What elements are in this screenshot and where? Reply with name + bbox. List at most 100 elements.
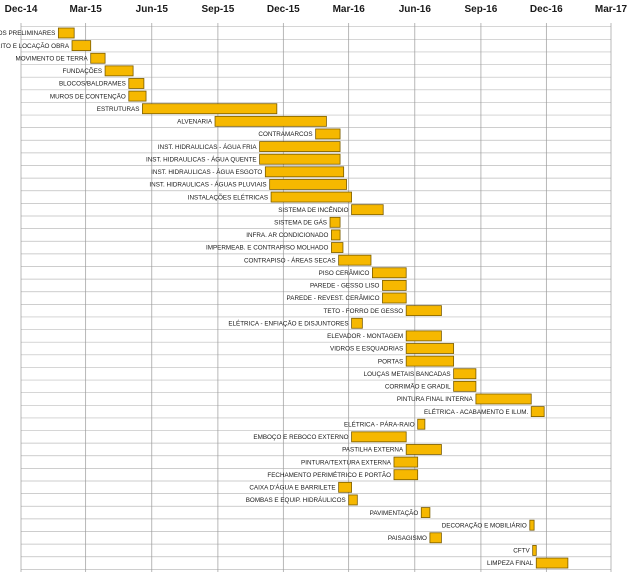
x-tick-label: Dec-16 xyxy=(530,4,563,15)
task-bar xyxy=(529,519,535,531)
task-bar xyxy=(348,494,358,506)
task-label: PAISAGISMO xyxy=(388,535,427,542)
task-row: PAISAGISMO xyxy=(388,532,442,544)
task-row: PASTILHA EXTERNA xyxy=(342,444,442,455)
task-label: PAVIMENTAÇÃO xyxy=(370,508,419,517)
task-label: CAIXA D'ÁGUA E BARRILETE xyxy=(249,483,335,492)
task-row: ESTRUTURAS xyxy=(97,103,278,115)
task-bar xyxy=(329,216,341,228)
task-label: FUNDAÇÕES xyxy=(63,66,103,75)
task-bar xyxy=(429,532,442,544)
gridlines xyxy=(20,23,612,572)
task-label: ELÉTRICA - PÁRA-RAIO xyxy=(344,419,415,428)
task-bar xyxy=(420,507,431,518)
task-bar xyxy=(393,456,419,468)
x-tick-label: Mar-16 xyxy=(333,4,366,15)
x-tick-label: Jun-15 xyxy=(136,4,169,15)
task-row: BOMBAS E EQUIP. HIDRÁULICOS xyxy=(246,494,358,506)
task-row: CONTRAMARCOS xyxy=(258,128,341,140)
task-bar xyxy=(530,406,545,418)
task-bar xyxy=(351,204,384,216)
task-label: ESTRUTURAS xyxy=(97,106,140,113)
task-row: PINTURA FINAL INTERNA xyxy=(397,393,532,405)
task-label: SISTEMA DE GÁS xyxy=(274,218,327,227)
task-row: ELÉTRICA - ENFIAÇÃO E DISJUNTORES xyxy=(228,317,363,329)
task-label: PAREDE - REVEST. CERÂMICO xyxy=(287,293,380,302)
task-bar xyxy=(259,153,341,165)
task-row: LOUÇAS METAIS BANCADAS xyxy=(364,368,477,380)
task-bar xyxy=(128,90,147,102)
task-label: PISO CERÂMICO xyxy=(319,268,370,277)
task-label: INST. HIDRAULICAS - ÁGUA FRIA xyxy=(158,142,257,151)
x-tick-label: Dec-15 xyxy=(267,4,300,15)
task-row: MOVIMENTO DE TERRA xyxy=(16,52,106,64)
task-bar xyxy=(351,431,407,443)
task-bar xyxy=(475,393,532,405)
task-bar xyxy=(259,141,341,152)
task-label: VIDROS E ESQUADRIAS xyxy=(330,346,403,353)
task-label: BLOCOS/BALDRAMES xyxy=(59,81,126,88)
task-label: ELÉTRICA - ENFIAÇÃO E DISJUNTORES xyxy=(228,318,348,327)
x-tick-label: Jun-16 xyxy=(399,4,432,15)
task-label: ALVENARIA xyxy=(177,119,213,126)
task-label: MOVIMENTO DE TERRA xyxy=(16,55,89,62)
task-label: IMPERMEAB. E CONTRAPISO MOLHADO xyxy=(206,245,329,252)
task-row: GABARITO E LOCAÇÃO OBRA xyxy=(0,40,92,52)
task-label: CONTRAMARCOS xyxy=(258,131,312,138)
task-label: INSTALAÇÕES ELÉTRICAS xyxy=(188,192,268,201)
task-row: SISTEMA DE INCÊNDIO xyxy=(278,204,384,216)
task-row: PINTURA/TEXTURA EXTERNA xyxy=(301,456,419,468)
task-row: INST. HIDRAULICAS - ÁGUA ESGOTO xyxy=(151,166,345,178)
task-bar xyxy=(372,267,407,279)
task-row: FECHAMENTO PERIMÉTRICO E PORTÃO xyxy=(267,469,419,481)
task-label: MUROS DE CONTENÇÃO xyxy=(50,91,126,100)
task-bar xyxy=(214,115,327,127)
task-label: TETO - FORRO DE GESSO xyxy=(324,308,404,315)
task-label: CFTV xyxy=(513,548,530,555)
task-bar xyxy=(405,305,442,317)
x-axis-tick-labels: Dec-14 Mar-15 Jun-15 Sep-15 Dec-15 Mar-16 Jun-… xyxy=(5,4,628,15)
task-row: EMBOÇO E REBOCO EXTERNO xyxy=(253,431,407,443)
task-row: PISO CERÂMICO xyxy=(319,267,407,279)
task-row: LIMPEZA FINAL xyxy=(487,557,569,569)
task-bar xyxy=(264,166,345,178)
x-tick-label: Sep-15 xyxy=(202,4,235,15)
task-row: INST. HIDRAULICAS - ÁGUAS PLUVIAIS xyxy=(149,179,347,190)
task-row: MUROS DE CONTENÇÃO xyxy=(50,90,147,102)
task-bar xyxy=(71,40,92,52)
task-row: BLOCOS/BALDRAMES xyxy=(59,78,145,89)
task-row: IMPERMEAB. E CONTRAPISO MOLHADO xyxy=(206,242,344,253)
task-label: CONTRAPISO - ÁREAS SECAS xyxy=(244,255,336,264)
task-bar xyxy=(417,418,426,430)
task-label: PASTILHA EXTERNA xyxy=(342,447,404,454)
task-label: PAREDE - GESSO LISO xyxy=(310,283,380,290)
task-bar xyxy=(331,242,344,253)
task-bar xyxy=(532,545,537,556)
task-row: PORTAS xyxy=(378,355,455,367)
task-label: INST. HIDRAULICAS - ÁGUA QUENTE xyxy=(146,154,257,163)
task-label: PORTAS xyxy=(378,358,403,365)
task-bar xyxy=(269,179,347,190)
task-bar xyxy=(57,27,75,39)
task-row: FUNDAÇÕES xyxy=(63,65,134,77)
task-bar xyxy=(128,78,145,89)
x-tick-label: Sep-16 xyxy=(465,4,498,15)
task-list: SERVIÇOS PRELIMINARES GABARITO E LOCAÇÃO … xyxy=(0,27,569,569)
task-label: LOUÇAS METAIS BANCADAS xyxy=(364,371,451,378)
task-label: INFRA. AR CONDICIONADO xyxy=(246,232,328,239)
task-label: EMBOÇO E REBOCO EXTERNO xyxy=(253,434,348,441)
task-row: ELÉTRICA - PÁRA-RAIO xyxy=(344,418,426,430)
task-row: SISTEMA DE GÁS xyxy=(274,216,341,228)
task-label: INST. HIDRAULICAS - ÁGUA ESGOTO xyxy=(151,167,262,176)
task-row: INFRA. AR CONDICIONADO xyxy=(246,229,341,241)
task-label: SISTEMA DE INCÊNDIO xyxy=(278,205,348,214)
task-row: INST. HIDRAULICAS - ÁGUA QUENTE xyxy=(146,153,341,165)
task-row: CAIXA D'ÁGUA E BARRILETE xyxy=(249,481,352,493)
task-row: DECORAÇÃO E MOBILIÁRIO xyxy=(442,519,535,531)
task-row: PAVIMENTAÇÃO xyxy=(370,507,431,518)
task-row: INSTALAÇÕES ELÉTRICAS xyxy=(188,191,352,203)
task-row: SERVIÇOS PRELIMINARES xyxy=(0,27,75,39)
task-row: VIDROS E ESQUADRIAS xyxy=(330,343,455,354)
task-bar xyxy=(90,52,106,64)
